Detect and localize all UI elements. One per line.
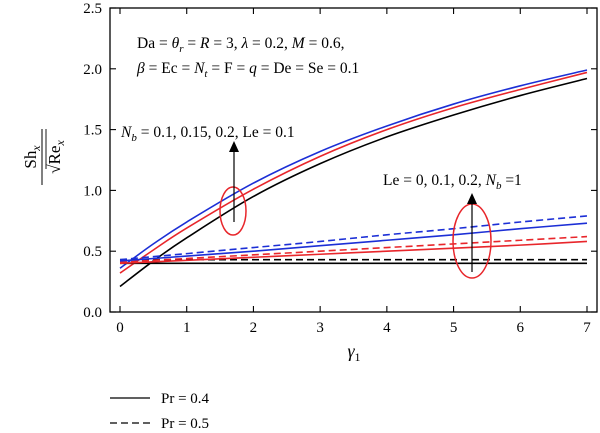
series-line-le-5: [119, 240, 588, 265]
nb-label: Nb = 0.1, 0.15, 0.2, Le = 0.1: [120, 124, 295, 144]
legend-label: Pr = 0.5: [161, 416, 209, 432]
axis-ticks: 0 1 2 3 4 5 6 7 0.0 0.5 1.0 1.5 2.0 2.5: [83, 1, 597, 336]
series-layer: [119, 69, 588, 288]
x-tick-label: 7: [583, 320, 591, 336]
legend-item: Pr = 0.4: [110, 391, 210, 407]
legend-item: Pr = 0.5: [110, 416, 209, 432]
x-tick-label: 6: [517, 320, 525, 336]
x-tick-label: 4: [383, 320, 391, 336]
ylabel-numerator: Sh: [21, 150, 40, 168]
series-line-nb-2: [119, 69, 588, 269]
y-tick-label: 0.5: [83, 244, 102, 260]
le-arrow-head: [467, 193, 477, 204]
x-tick-label: 3: [316, 320, 324, 336]
y-axis-label: Shx √Rex: [21, 129, 67, 185]
le-label: Le = 0, 0.1, 0.2, Nb =1: [383, 172, 522, 192]
nb-arrow-head: [229, 141, 239, 152]
svg-text:Shx: Shx: [21, 145, 43, 169]
series-line-le-8: [119, 215, 588, 261]
svg-text:√Rex: √Rex: [45, 140, 67, 174]
y-tick-label: 1.0: [83, 183, 102, 199]
x-tick-label: 0: [116, 320, 124, 336]
ylabel-denominator: Re: [45, 146, 64, 165]
x-tick-label: 2: [250, 320, 258, 336]
plot-frame: [109, 7, 598, 313]
y-tick-label: 2.5: [83, 1, 102, 17]
params-line-2: β = Ec = Nt = F = q = De = Se = 0.1: [136, 60, 359, 80]
y-tick-label: 1.5: [83, 123, 102, 139]
legend: Pr = 0.4 Pr = 0.5: [110, 391, 210, 432]
ylabel-numerator-sub: x: [29, 145, 43, 152]
series-line-le-6: [119, 235, 588, 263]
y-tick-label: 0.0: [83, 305, 102, 321]
x-tick-label: 1: [183, 320, 191, 336]
x-tick-label: 5: [450, 320, 458, 336]
params-line-1: Da = θr = R = 3, λ = 0.2, M = 0.6,: [137, 35, 344, 55]
legend-label: Pr = 0.4: [161, 391, 210, 407]
y-tick-label: 2.0: [83, 62, 102, 78]
nb-group-ellipse: [219, 186, 247, 236]
series-line-nb-0: [119, 77, 588, 288]
series-line-le-7: [119, 222, 588, 262]
x-axis-label: γ1: [347, 341, 360, 364]
series-line-nb-1: [119, 71, 588, 274]
ylabel-denominator-sub: x: [53, 140, 67, 147]
